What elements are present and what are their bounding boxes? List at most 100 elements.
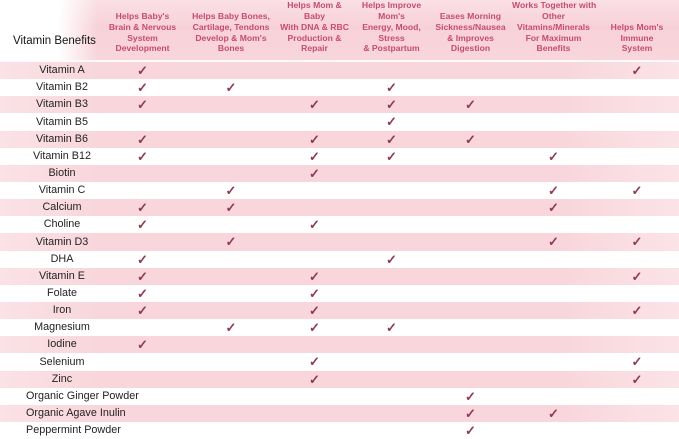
check-icon: ✓ xyxy=(309,371,320,387)
check-icon: ✓ xyxy=(631,63,643,79)
row-label: Vitamin C xyxy=(38,184,86,197)
row-label: Vitamin B6 xyxy=(35,132,88,145)
check-icon: ✓ xyxy=(309,97,320,113)
table-row: Organic Ginger Powder ✓ xyxy=(0,387,679,405)
check-icon: ✓ xyxy=(309,320,320,336)
check-icon: ✓ xyxy=(137,303,148,319)
table-row: Vitamin B3 ✓ ✓ ✓ ✓ xyxy=(0,96,679,114)
check-icon: ✓ xyxy=(137,217,148,233)
column-header-immune-system: Helps Mom's Immune System xyxy=(610,21,664,54)
check-icon: ✓ xyxy=(386,320,397,336)
row-label: Iodine xyxy=(47,338,77,351)
check-icon: ✓ xyxy=(386,80,397,96)
check-icon: ✓ xyxy=(309,165,320,181)
check-icon: ✓ xyxy=(548,234,559,250)
check-icon: ✓ xyxy=(137,200,148,216)
check-icon: ✓ xyxy=(631,183,643,199)
row-label: Organic Ginger Powder xyxy=(26,389,139,402)
table-row: Vitamin B12 ✓ ✓ ✓ ✓ xyxy=(0,147,679,165)
check-icon: ✓ xyxy=(386,97,397,113)
row-label: Vitamin A xyxy=(39,64,85,77)
table-row: Vitamin D3 ✓ ✓ ✓ xyxy=(0,233,679,251)
table-body: Vitamin A ✓ ✓ Vitamin B2 ✓ ✓ ✓ Vitamin B3 ✓ ✓ ✓ ✓ Vi… xyxy=(0,62,679,439)
check-icon: ✓ xyxy=(465,97,476,113)
check-icon: ✓ xyxy=(309,148,320,164)
table-row: Vitamin A ✓ ✓ xyxy=(0,62,679,80)
table-header: Vitamin Benefits Helps Baby's Brain & Ne… xyxy=(0,0,679,62)
check-icon: ✓ xyxy=(631,371,643,387)
table-row: Vitamin B6 ✓ ✓ ✓ ✓ xyxy=(0,130,679,148)
row-label: Vitamin D3 xyxy=(35,235,89,248)
check-icon: ✓ xyxy=(309,131,320,147)
table-row: Zinc ✓ ✓ xyxy=(0,370,679,388)
check-icon: ✓ xyxy=(386,114,397,130)
check-icon: ✓ xyxy=(631,234,643,250)
table-row: Peppermint Powder ✓ xyxy=(0,421,679,439)
table-row: Choline ✓ ✓ xyxy=(0,216,679,234)
check-icon: ✓ xyxy=(225,183,237,199)
row-label: Folate xyxy=(46,287,77,299)
check-icon: ✓ xyxy=(137,63,148,79)
row-label: Vitamin B2 xyxy=(35,81,88,94)
check-icon: ✓ xyxy=(225,80,237,96)
column-header-morning-sickness: Eases Morning Sickness/Nausea & Improves… xyxy=(435,11,506,54)
table-row: Selenium ✓ ✓ xyxy=(0,353,679,371)
check-icon: ✓ xyxy=(548,148,559,164)
column-header-brain-development: Helps Baby's Brain & Nervous System Deve… xyxy=(108,11,177,54)
check-icon: ✓ xyxy=(225,234,237,250)
check-icon: ✓ xyxy=(465,388,476,404)
check-icon: ✓ xyxy=(137,80,148,96)
row-label: Vitamin E xyxy=(38,269,85,282)
check-icon: ✓ xyxy=(465,405,476,421)
check-icon: ✓ xyxy=(465,131,476,147)
check-icon: ✓ xyxy=(137,148,148,164)
check-icon: ✓ xyxy=(225,320,237,336)
check-icon: ✓ xyxy=(309,354,320,370)
check-icon: ✓ xyxy=(137,131,148,147)
table-row: Biotin ✓ xyxy=(0,164,679,182)
column-header-bones: Helps Baby Bones, Cartilage, Tendons Dev… xyxy=(192,11,270,54)
row-label: Iron xyxy=(52,304,72,317)
check-icon: ✓ xyxy=(137,285,148,301)
check-icon: ✓ xyxy=(386,131,397,147)
column-header-energy-mood: Helps Improve Mom's Energy, Mood, Stress… xyxy=(361,0,422,54)
check-icon: ✓ xyxy=(386,148,397,164)
table-title: Vitamin Benefits xyxy=(0,0,98,60)
check-icon: ✓ xyxy=(309,285,320,301)
table-row: Vitamin C ✓ ✓ ✓ xyxy=(0,181,679,200)
check-icon: ✓ xyxy=(309,268,320,284)
table-row: Vitamin E ✓ ✓ ✓ xyxy=(0,267,679,285)
row-label: Zinc xyxy=(51,372,73,385)
check-icon: ✓ xyxy=(631,268,643,284)
row-label: Vitamin B3 xyxy=(35,98,88,111)
row-label: Peppermint Powder xyxy=(26,424,121,437)
row-label: Selenium xyxy=(39,355,85,368)
table-row: Calcium ✓ ✓ ✓ xyxy=(0,199,679,217)
row-label: Magnesium xyxy=(34,321,90,334)
table-row: Iodine ✓ xyxy=(0,336,679,354)
check-icon: ✓ xyxy=(465,423,476,439)
table-row: DHA ✓ ✓ xyxy=(0,250,679,268)
table-row: Vitamin B5 ✓ xyxy=(0,113,679,131)
check-icon: ✓ xyxy=(137,251,148,267)
row-label: Vitamin B12 xyxy=(32,149,92,162)
table-row: Iron ✓ ✓ ✓ xyxy=(0,301,679,320)
row-label: Biotin xyxy=(48,167,76,180)
check-icon: ✓ xyxy=(386,251,397,267)
check-icon: ✓ xyxy=(137,97,148,113)
row-label: DHA xyxy=(50,252,74,265)
row-label: Calcium xyxy=(42,201,82,214)
row-label: Choline xyxy=(43,218,81,231)
check-icon: ✓ xyxy=(548,405,559,421)
check-icon: ✓ xyxy=(309,303,320,319)
column-header-works-together: Works Together with Other Vitamins/Miner… xyxy=(512,0,597,54)
table-row: Magnesium ✓ ✓ ✓ xyxy=(0,319,679,337)
table-row: Folate ✓ ✓ xyxy=(0,284,679,302)
check-icon: ✓ xyxy=(137,268,148,284)
check-icon: ✓ xyxy=(631,354,643,370)
check-icon: ✓ xyxy=(309,217,320,233)
table-row: Organic Agave Inulin ✓ ✓ xyxy=(0,404,679,422)
column-header-dna-rbc: Helps Mom & Baby With DNA & RBC Producti… xyxy=(280,0,349,54)
check-icon: ✓ xyxy=(548,200,559,216)
